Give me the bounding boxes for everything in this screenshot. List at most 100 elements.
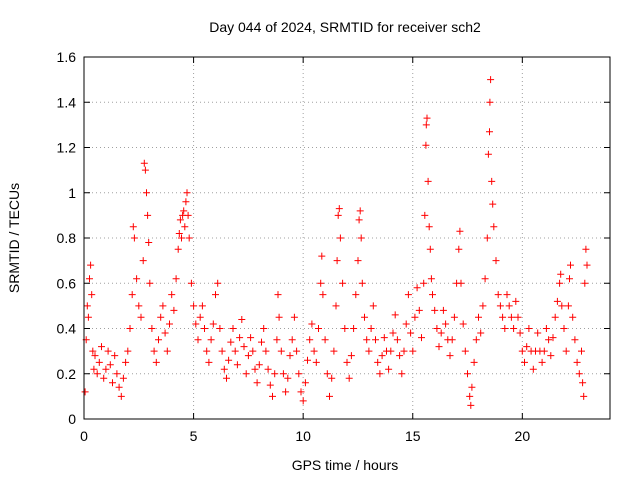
data-point — [456, 227, 464, 235]
data-point — [355, 216, 363, 224]
data-point — [437, 329, 445, 337]
data-point — [358, 279, 366, 287]
data-point — [207, 336, 215, 344]
data-point — [196, 313, 204, 321]
data-point — [86, 275, 93, 283]
data-point — [220, 365, 228, 373]
data-point — [391, 311, 399, 319]
data-point — [553, 297, 561, 305]
data-point — [429, 291, 436, 299]
data-point — [284, 374, 292, 382]
data-point — [152, 358, 160, 366]
data-point — [146, 279, 154, 287]
data-point — [420, 279, 428, 287]
data-point — [534, 329, 542, 337]
data-point — [571, 336, 579, 344]
data-point — [562, 347, 570, 355]
data-point — [442, 320, 450, 328]
data-point — [422, 141, 430, 149]
data-point — [363, 336, 371, 344]
data-point — [396, 352, 404, 360]
data-point — [128, 291, 136, 299]
data-point — [275, 313, 283, 321]
data-point — [461, 347, 469, 355]
data-point — [319, 291, 327, 299]
data-point — [290, 313, 298, 321]
y-tick-label: 1.6 — [57, 49, 77, 65]
data-point — [274, 291, 282, 299]
data-point — [583, 261, 591, 269]
data-point — [209, 320, 217, 328]
data-point — [81, 388, 89, 396]
data-point — [558, 302, 566, 310]
data-point — [499, 313, 507, 321]
data-point — [569, 313, 577, 321]
data-point — [187, 279, 195, 287]
data-point — [124, 347, 132, 355]
y-tick-label: 1 — [68, 185, 76, 201]
data-point — [106, 361, 114, 369]
data-point — [365, 347, 373, 355]
data-point — [236, 334, 244, 342]
data-point — [332, 302, 340, 310]
data-point — [510, 325, 518, 332]
data-point — [130, 234, 138, 242]
y-axis-label: SRMTID / TECUs — [6, 183, 22, 293]
data-point — [470, 358, 478, 366]
data-point — [258, 338, 265, 346]
data-point — [560, 325, 568, 332]
data-point — [385, 365, 393, 373]
y-tick-label: 0.2 — [57, 366, 77, 382]
chart-title: Day 044 of 2024, SRMTID for receiver sch… — [209, 19, 481, 35]
data-point — [479, 302, 487, 310]
data-point — [288, 336, 296, 344]
data-point — [387, 347, 395, 355]
data-point — [481, 275, 489, 283]
data-point — [190, 302, 198, 310]
grid-lines — [84, 57, 610, 419]
data-point — [321, 336, 329, 344]
data-point — [181, 223, 189, 231]
data-point — [185, 234, 193, 242]
data-point — [551, 313, 559, 321]
data-point — [251, 365, 259, 373]
data-point — [578, 347, 585, 355]
data-point — [225, 356, 233, 364]
data-point — [564, 302, 572, 310]
data-point — [223, 374, 230, 382]
data-point — [194, 336, 202, 344]
data-point — [269, 392, 276, 400]
data-point — [567, 261, 574, 269]
data-point — [113, 370, 121, 378]
data-point — [117, 392, 125, 400]
data-point — [233, 361, 241, 369]
data-point — [301, 379, 309, 387]
data-point — [133, 275, 141, 283]
data-point — [503, 291, 511, 299]
data-point — [333, 257, 341, 265]
data-point — [489, 200, 497, 208]
data-point — [492, 257, 500, 265]
data-point — [323, 370, 331, 378]
data-point — [540, 347, 548, 355]
data-point — [411, 313, 419, 321]
data-point — [529, 365, 537, 373]
data-point — [304, 356, 311, 364]
data-point — [431, 306, 439, 314]
data-point — [295, 370, 303, 378]
data-point — [341, 325, 349, 332]
data-point — [435, 343, 443, 351]
data-point — [168, 291, 176, 299]
data-point — [98, 343, 105, 351]
data-point — [247, 334, 255, 342]
data-point — [135, 302, 143, 310]
x-tick-label: 0 — [80, 428, 88, 444]
data-point — [518, 347, 526, 355]
data-point — [84, 313, 92, 321]
data-point — [352, 291, 360, 299]
data-point — [253, 379, 261, 387]
data-point — [501, 325, 509, 332]
data-point — [140, 159, 148, 167]
data-point — [335, 205, 343, 213]
